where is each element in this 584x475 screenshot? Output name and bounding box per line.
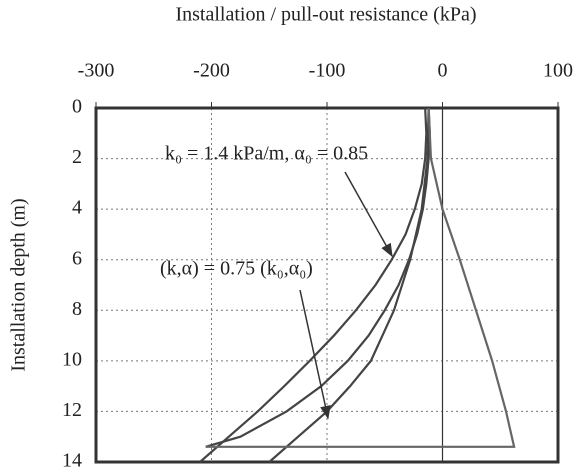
y-tick-label: 12	[62, 399, 82, 421]
arrow	[299, 289, 331, 420]
data-line	[268, 107, 430, 463]
x-tick-label: 100	[543, 60, 573, 82]
x-tick-label: -100	[309, 60, 346, 82]
x-tick-label: -300	[78, 60, 115, 82]
data-line	[199, 107, 428, 463]
y-tick-label: 4	[72, 197, 82, 219]
plot-area: -300 -200 -100 0 100 0 2 4 6 8 10 12 14	[62, 60, 573, 472]
y-tick-label: 2	[72, 146, 82, 168]
chart-title: Installation / pull-out resistance (kPa)	[175, 4, 476, 26]
data-line	[205, 107, 516, 448]
annotation: k₀ = 1.4 kPa/m, α₀ = 0.85	[165, 143, 368, 165]
x-tick-label: -200	[193, 60, 230, 82]
data-line	[205, 107, 431, 448]
x-tick-label: 0	[438, 60, 448, 82]
annotation: (k,α) = 0.75 (k₀,α₀)	[160, 258, 313, 280]
arrow	[344, 171, 393, 258]
y-axis-label: Installation depth (m)	[8, 198, 30, 371]
y-tick-label: 0	[72, 96, 82, 118]
y-tick-label: 14	[62, 450, 82, 472]
y-tick-label: 10	[62, 348, 82, 370]
y-tick-label: 8	[72, 298, 82, 320]
y-tick-label: 6	[72, 247, 82, 269]
plot-frame	[94, 106, 560, 464]
